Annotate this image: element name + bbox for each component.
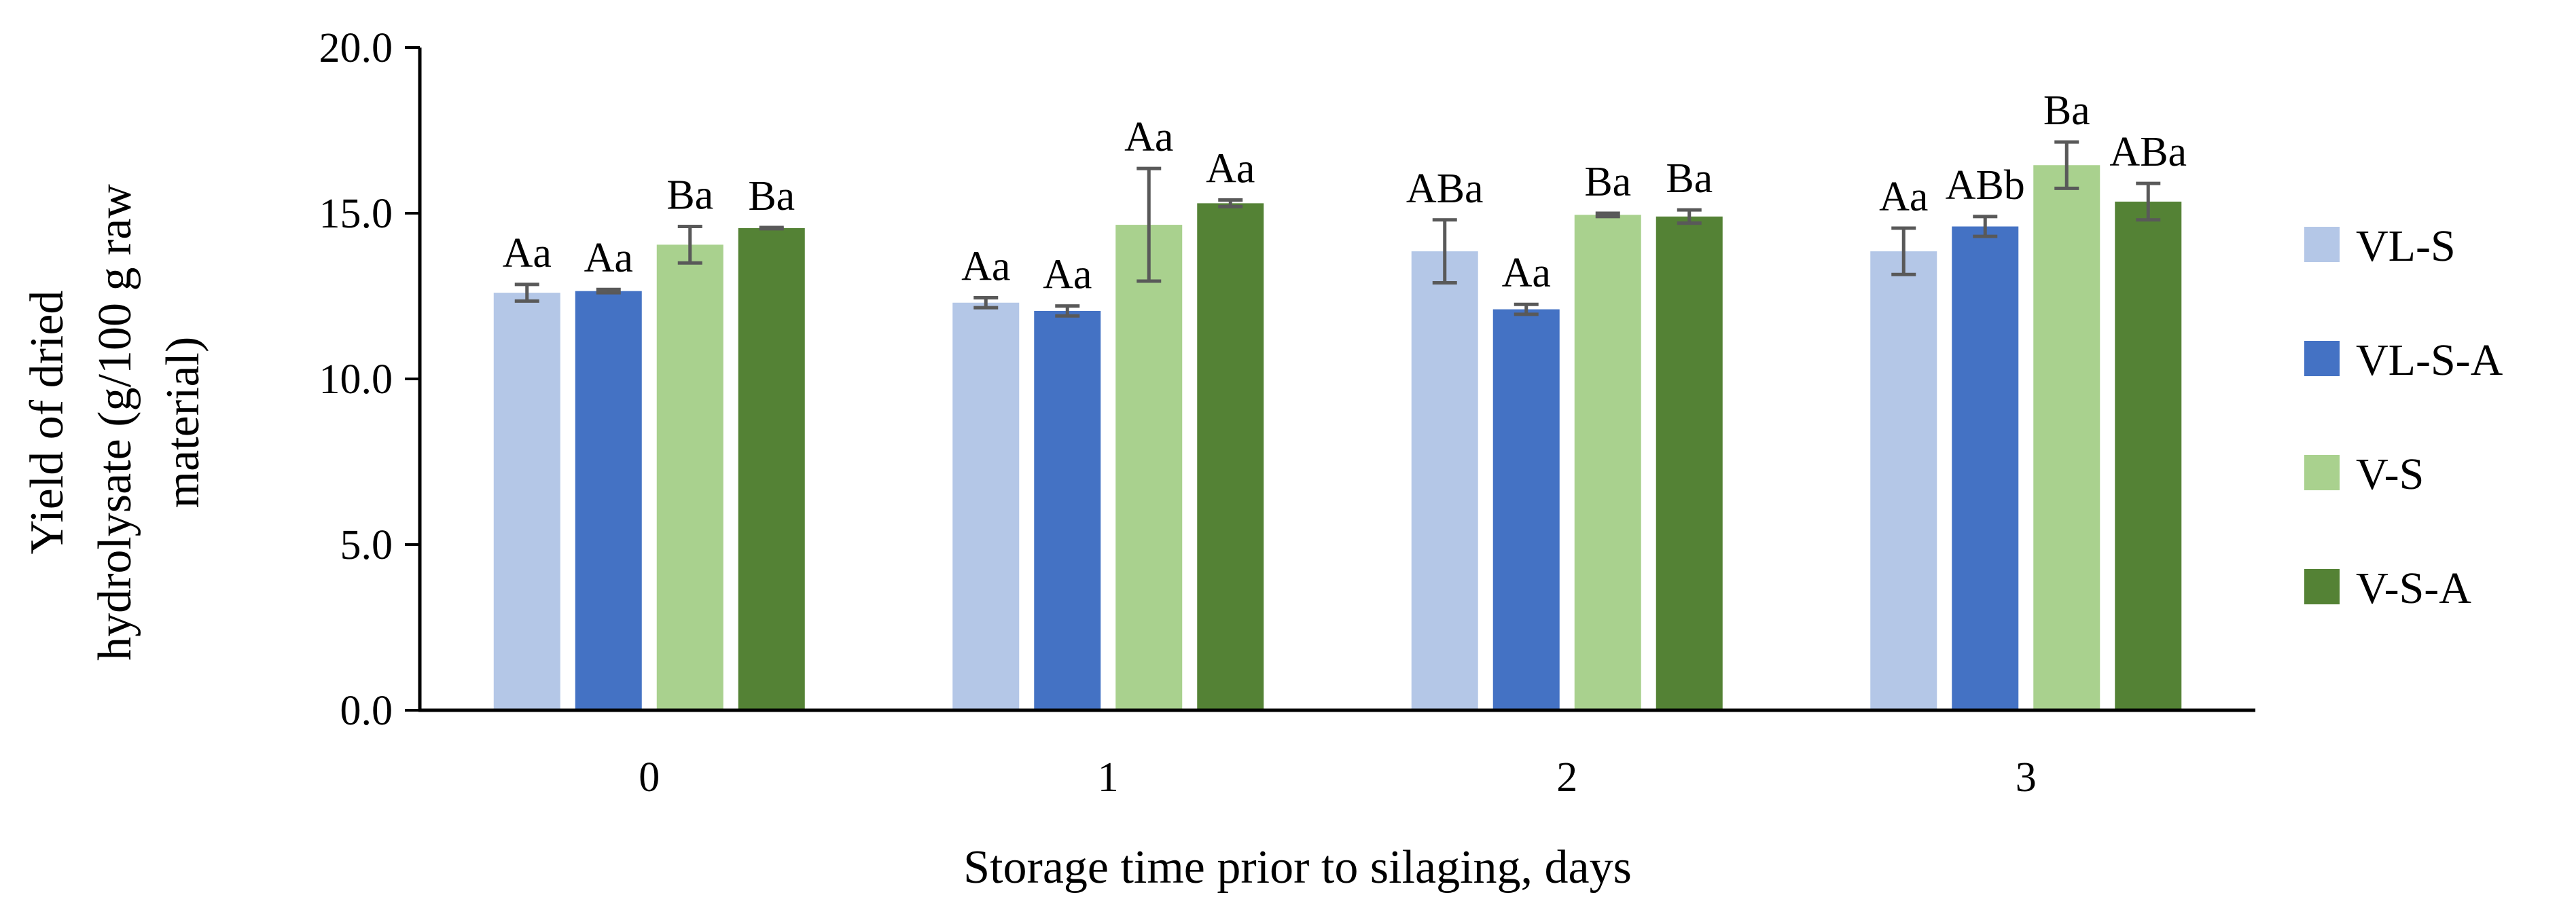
bar-vl-s-day-0: [493, 293, 560, 710]
bar-vl-s-day-1: [952, 302, 1020, 710]
legend-label-vl-s-a: VL-S-A: [2356, 335, 2503, 385]
bar-v-s-a-day-0: [738, 227, 805, 711]
error-bar: [1973, 215, 1998, 238]
y-tick-label: 0.0: [340, 688, 393, 734]
legend-label-v-s-a: V-S-A: [2356, 564, 2471, 613]
y-axis-label-line-2: hydrolysate (g/100 g raw: [89, 184, 141, 661]
y-axis-label: Yield of dried hydrolysate (g/100 g raw …: [21, 184, 209, 661]
legend-label-v-s: V-S: [2356, 450, 2424, 499]
bar-vl-s-a-day-0: [575, 291, 642, 710]
data-label: Ba: [1584, 159, 1631, 205]
data-label: Aa: [584, 235, 633, 281]
legend-swatch-vl-s: [2304, 227, 2340, 262]
data-label: Ba: [666, 172, 713, 219]
y-axis-label-line-3: material): [157, 337, 209, 509]
error-bar: [2054, 140, 2079, 190]
error-bars: [514, 140, 2161, 318]
x-tick-label: 3: [2016, 754, 2037, 801]
error-bar: [677, 225, 702, 265]
bar-v-s-day-3: [2033, 165, 2100, 711]
legend-label-vl-s: VL-S: [2356, 221, 2456, 271]
x-tick-label: 1: [1098, 754, 1119, 801]
y-axis-label-line-1: Yield of dried: [21, 291, 73, 555]
data-label: Aa: [1124, 114, 1173, 160]
bar-v-s-day-2: [1574, 215, 1641, 710]
bar-v-s-day-1: [1115, 225, 1183, 711]
bar-v-s-day-0: [656, 244, 723, 710]
x-tick-label: 2: [1556, 754, 1577, 801]
data-label: Aa: [1879, 174, 1928, 220]
bar-vl-s-a-day-1: [1034, 310, 1101, 711]
error-bar: [514, 282, 539, 303]
bar-v-s-a-day-1: [1197, 203, 1264, 710]
data-label: Ba: [1666, 155, 1713, 202]
data-label: ABb: [1946, 162, 2025, 208]
data-label: Aa: [1043, 252, 1092, 298]
error-bar: [1137, 166, 1162, 283]
y-axis-ticks: 0.0 5.0 10.0 15.0 20.0: [319, 25, 420, 734]
error-bar: [973, 295, 999, 310]
x-tick-label: 0: [639, 754, 660, 801]
data-label: Aa: [503, 230, 552, 276]
data-label: Ba: [2043, 88, 2090, 134]
bar-v-s-a-day-2: [1656, 216, 1723, 710]
error-bar: [596, 287, 621, 295]
data-label: Aa: [1206, 145, 1255, 191]
error-bar: [1055, 304, 1080, 318]
error-bar: [1595, 211, 1620, 219]
data-labels: Aa Aa ABa Aa Aa Aa Aa ABb Ba Aa Ba Ba Ba Aa Ba ABa: [503, 88, 2187, 298]
y-tick-label: 5.0: [340, 522, 393, 568]
legend-swatch-v-s-a: [2304, 569, 2340, 604]
y-tick-label: 10.0: [319, 356, 393, 403]
legend: VL-S VL-S-A V-S V-S-A: [2304, 221, 2503, 613]
y-tick-label: 15.0: [319, 191, 393, 237]
data-label: ABa: [2109, 129, 2187, 175]
error-bar: [1677, 208, 1702, 225]
bar-v-s-a-day-3: [2115, 201, 2182, 710]
bar-vl-s-day-3: [1870, 251, 1937, 710]
x-axis-label: Storage time prior to silaging, days: [963, 841, 1632, 894]
legend-swatch-v-s: [2304, 455, 2340, 490]
legend-swatch-vl-s-a: [2304, 341, 2340, 376]
bar-vl-s-day-2: [1411, 251, 1478, 710]
bar-series: [493, 165, 2182, 711]
error-bar: [1218, 198, 1243, 208]
error-bar: [1432, 218, 1457, 285]
error-bar: [1514, 302, 1539, 316]
x-axis-ticks: 0 1 2 3: [639, 754, 2037, 801]
error-bar: [2136, 181, 2161, 222]
data-label: Aa: [961, 243, 1010, 289]
bar-vl-s-a-day-2: [1492, 309, 1560, 710]
data-label: Ba: [748, 173, 795, 219]
bar-vl-s-a-day-3: [1952, 226, 2019, 710]
data-label: Aa: [1502, 250, 1551, 296]
data-label: ABa: [1406, 166, 1484, 212]
y-tick-label: 20.0: [319, 25, 393, 71]
error-bar: [759, 225, 784, 231]
error-bar: [1891, 226, 1916, 276]
